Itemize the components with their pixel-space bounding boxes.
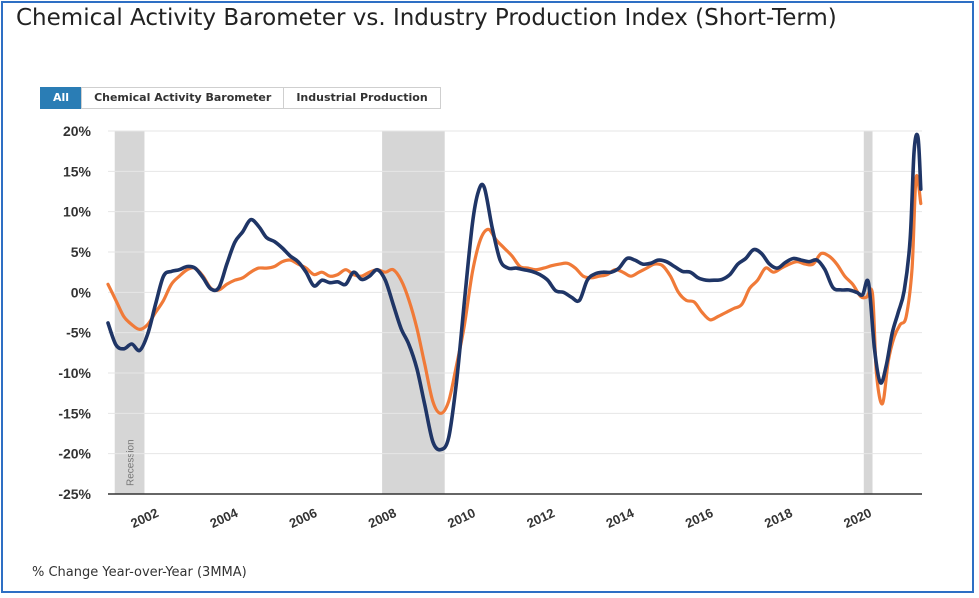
series-filter-tabs: All Chemical Activity Barometer Industri… — [40, 87, 441, 109]
filter-cab-button[interactable]: Chemical Activity Barometer — [81, 87, 285, 109]
chart-title: Chemical Activity Barometer vs. Industry… — [16, 5, 837, 31]
filter-all-button[interactable]: All — [40, 87, 83, 109]
filter-ip-button[interactable]: Industrial Production — [283, 87, 441, 109]
units-footnote: % Change Year-over-Year (3MMA) — [32, 565, 247, 580]
